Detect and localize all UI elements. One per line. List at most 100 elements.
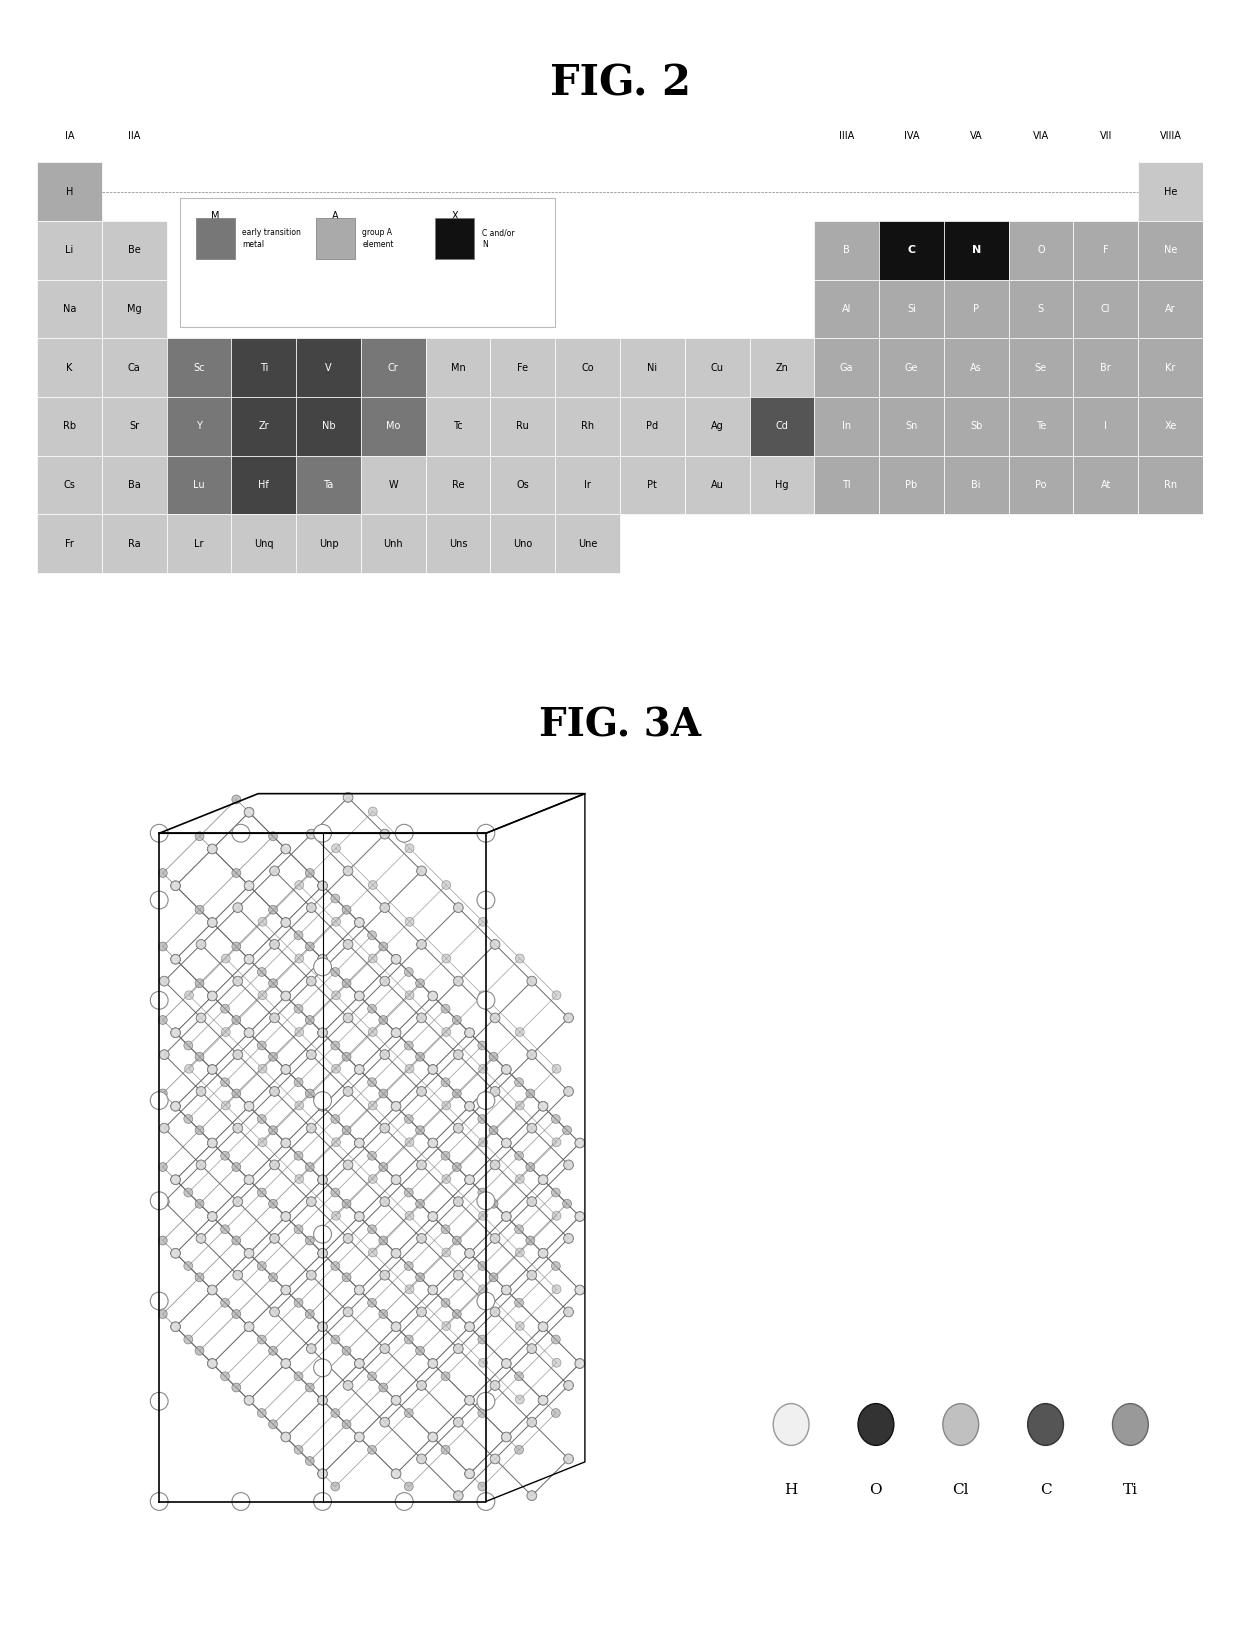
Circle shape (306, 1124, 316, 1132)
Circle shape (305, 1383, 314, 1393)
Circle shape (490, 1307, 500, 1317)
Text: Pb: Pb (905, 480, 918, 490)
Circle shape (381, 977, 389, 985)
Circle shape (391, 1028, 401, 1038)
Circle shape (281, 1064, 290, 1074)
Circle shape (294, 1224, 303, 1234)
Circle shape (244, 1322, 253, 1332)
Circle shape (575, 1358, 585, 1368)
Circle shape (196, 939, 206, 949)
Circle shape (269, 832, 278, 842)
Circle shape (343, 1013, 352, 1023)
Circle shape (379, 1417, 389, 1427)
Circle shape (516, 1175, 525, 1183)
Circle shape (184, 1114, 192, 1124)
Bar (425, 515, 491, 573)
Circle shape (343, 866, 352, 876)
Circle shape (331, 1138, 341, 1147)
Circle shape (428, 1285, 438, 1295)
Circle shape (428, 1064, 438, 1074)
Circle shape (564, 1454, 573, 1464)
Circle shape (280, 1211, 290, 1221)
Text: Ta: Ta (324, 480, 334, 490)
Text: F: F (1102, 246, 1109, 256)
Text: IVA: IVA (904, 130, 919, 140)
Bar (37, 455, 102, 515)
Circle shape (196, 1234, 206, 1244)
Circle shape (295, 1175, 304, 1183)
Circle shape (244, 808, 253, 817)
Circle shape (160, 977, 169, 985)
Circle shape (258, 1188, 267, 1196)
Circle shape (417, 940, 427, 949)
Circle shape (306, 977, 316, 985)
Circle shape (281, 1138, 290, 1147)
Circle shape (355, 1432, 365, 1442)
Circle shape (171, 881, 180, 891)
Circle shape (379, 942, 388, 950)
Bar (361, 338, 425, 398)
Circle shape (281, 992, 290, 1000)
Circle shape (319, 1322, 327, 1332)
Circle shape (294, 1077, 303, 1087)
Circle shape (368, 1247, 377, 1257)
Circle shape (269, 1160, 279, 1170)
Bar (1138, 221, 1203, 280)
Circle shape (317, 1249, 327, 1259)
Circle shape (515, 1371, 523, 1381)
Circle shape (355, 1285, 365, 1295)
Text: Ni: Ni (647, 363, 657, 373)
Circle shape (367, 1445, 377, 1454)
Text: Uno: Uno (513, 538, 532, 548)
Circle shape (465, 1028, 474, 1038)
Circle shape (477, 1335, 487, 1345)
Circle shape (441, 1445, 450, 1454)
Circle shape (159, 1089, 167, 1097)
Bar (815, 398, 879, 455)
Circle shape (381, 1345, 389, 1353)
Circle shape (502, 1064, 511, 1074)
Text: Be: Be (128, 246, 140, 256)
Circle shape (417, 1234, 427, 1244)
Circle shape (441, 1371, 450, 1381)
Circle shape (441, 1077, 450, 1087)
Text: H: H (785, 1483, 797, 1498)
Circle shape (381, 830, 389, 838)
Circle shape (185, 990, 193, 1000)
Circle shape (270, 1307, 279, 1317)
Circle shape (501, 1358, 511, 1368)
Circle shape (441, 1152, 450, 1160)
Circle shape (381, 903, 389, 912)
Text: C and/or
N: C and/or N (482, 228, 515, 249)
Circle shape (564, 1234, 573, 1242)
Circle shape (331, 1064, 341, 1072)
Circle shape (491, 1234, 500, 1242)
Circle shape (184, 1262, 192, 1270)
Circle shape (404, 1041, 413, 1049)
Circle shape (552, 1138, 560, 1147)
Circle shape (281, 1213, 290, 1221)
Circle shape (207, 1138, 217, 1148)
Circle shape (515, 1224, 523, 1234)
Circle shape (491, 1087, 500, 1096)
Text: C: C (908, 246, 915, 256)
Circle shape (381, 1198, 389, 1206)
Circle shape (319, 881, 327, 891)
Circle shape (538, 1396, 548, 1404)
Circle shape (501, 1211, 511, 1221)
Circle shape (221, 1005, 229, 1013)
Circle shape (355, 1211, 365, 1221)
Text: FIG. 3A: FIG. 3A (539, 706, 701, 744)
Circle shape (171, 1028, 180, 1038)
Text: Mg: Mg (126, 304, 141, 314)
Circle shape (465, 1028, 475, 1038)
Circle shape (515, 1152, 523, 1160)
Circle shape (195, 1125, 205, 1135)
Bar (620, 455, 684, 515)
Circle shape (379, 903, 389, 912)
Bar (1008, 398, 1074, 455)
Circle shape (314, 825, 331, 842)
Circle shape (280, 1432, 290, 1442)
Text: Fe: Fe (517, 363, 528, 373)
Bar (37, 221, 102, 280)
